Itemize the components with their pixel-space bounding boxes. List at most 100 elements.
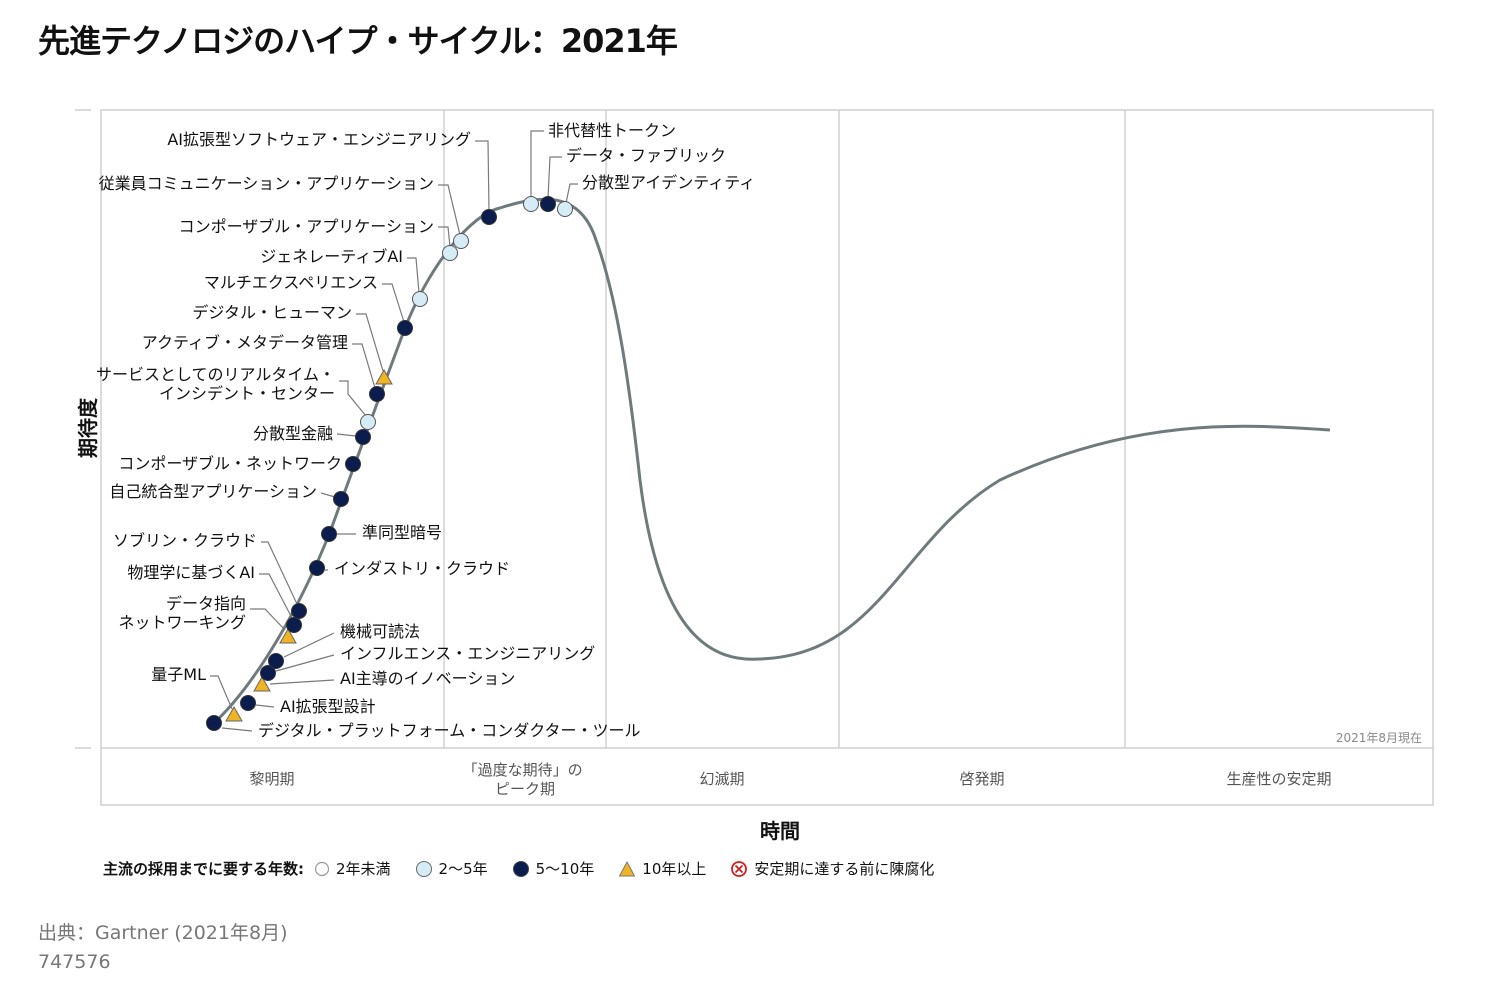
tech-marker-dark <box>268 653 284 669</box>
tech-label: アクティブ・メタデータ管理 <box>142 333 348 352</box>
tech-marker-dark <box>540 196 556 212</box>
leader-line <box>565 183 578 204</box>
technology-labels: デジタル・プラットフォーム・コンダクター・ツール 量子ML AI拡張型設計 AI主導の… <box>96 121 755 740</box>
tech-label: 物理学に基づくAI <box>127 563 255 582</box>
tech-label-line: 準同型暗号 <box>362 523 442 542</box>
tech-label-line: サービスとしてのリアルタイム・ <box>96 365 335 384</box>
tech-label: 非代替性トークン <box>548 121 676 140</box>
tech-marker-triangle <box>375 368 393 385</box>
tech-label: 準同型暗号 <box>362 523 442 542</box>
tech-label-line: 量子ML <box>151 665 206 684</box>
leader-line <box>356 313 384 372</box>
page-title: 先進テクノロジのハイプ・サイクル：2021年 <box>38 22 678 60</box>
tech-marker-dark <box>397 320 413 336</box>
legend-label: 5〜10年 <box>535 860 595 878</box>
leader-line <box>221 727 253 732</box>
phase-label-slope: 啓発期 <box>959 770 1004 788</box>
obsolete-x-icon <box>731 860 748 877</box>
tech-marker-triangle <box>279 627 297 644</box>
tech-label-line: コンポーザブル・アプリケーション <box>179 217 434 236</box>
y-axis-label: 期待度 <box>76 397 100 458</box>
light-circle-icon <box>415 860 432 877</box>
tech-label-line: インシデント・センター <box>159 384 335 403</box>
leader-line <box>320 492 336 498</box>
x-axis-label: 時間 <box>760 819 800 843</box>
leader-line <box>475 140 490 212</box>
tech-label-line: デジタル・プラットフォーム・コンダクター・ツール <box>258 721 641 740</box>
legend-label: 10年以上 <box>642 860 707 878</box>
legend-item-under-2y: 2年未満 <box>314 858 391 879</box>
tech-marker-dark <box>481 209 497 225</box>
tech-marker-dark <box>240 695 256 711</box>
tech-marker-light <box>442 245 458 261</box>
legend-item-obsolete: 安定期に達する前に陳腐化 <box>730 858 934 879</box>
leader-line <box>275 654 335 672</box>
tech-marker-dark <box>321 526 337 542</box>
tech-marker-triangle <box>225 705 243 722</box>
tech-label-line: 分散型アイデンティティ <box>582 173 755 192</box>
tech-label-line: デジタル・ヒューマン <box>192 303 352 322</box>
triangle-icon <box>618 860 636 876</box>
tech-label: インフルエンス・エンジニアリング <box>340 644 595 663</box>
tech-marker-light <box>523 196 539 212</box>
tech-label: 機械可読法 <box>340 622 420 641</box>
tech-label: ジェネレーティブAI <box>260 247 403 266</box>
hollow-circle-icon <box>314 861 330 876</box>
leader-line <box>352 343 376 389</box>
tech-marker-dark <box>291 603 307 619</box>
tech-label: 自己統合型アプリケーション <box>109 482 317 501</box>
tech-label: AI拡張型ソフトウェア・エンジニアリング <box>167 130 471 149</box>
tech-label-line: ネットワーキング <box>118 613 246 632</box>
tech-label: インダストリ・クラウド <box>334 559 510 578</box>
tech-label-line: ジェネレーティブAI <box>260 247 403 266</box>
legend-label: 安定期に達する前に陳腐化 <box>754 860 935 878</box>
tech-label-line: ソブリン・クラウド <box>113 531 257 550</box>
plot-frame <box>100 109 1434 806</box>
tech-label-line: 物理学に基づくAI <box>127 563 255 582</box>
leader-line <box>255 704 275 708</box>
tech-label: コンポーザブル・ネットワーク <box>118 454 342 473</box>
leader-line <box>259 573 293 619</box>
leader-line <box>382 283 405 323</box>
tech-label-line: マルチエクスペリエンス <box>204 273 378 292</box>
tech-label-line: アクティブ・メタデータ管理 <box>142 333 348 352</box>
tech-label-line: AI拡張型設計 <box>280 697 376 716</box>
tech-label: AI拡張型設計 <box>280 697 376 716</box>
as-of-note: 2021年8月現在 <box>1336 731 1422 745</box>
tech-marker-light <box>453 233 469 249</box>
legend-item-5-10y: 5〜10年 <box>512 858 595 879</box>
legend-label: 2〜5年 <box>438 860 488 878</box>
document-id: 747576 <box>38 951 111 973</box>
dark-circle-icon <box>512 860 529 877</box>
tech-label-line: 機械可読法 <box>340 622 420 641</box>
tech-label-line: 分散型金融 <box>253 424 333 443</box>
tech-label-line: 非代替性トークン <box>548 121 676 140</box>
tech-label-line: データ指向 <box>166 594 246 613</box>
tech-marker-dark <box>286 617 302 633</box>
leader-line <box>210 675 233 710</box>
leader-line <box>530 130 544 198</box>
phase-label-trough: 幻滅期 <box>699 770 744 788</box>
tech-marker-dark <box>206 715 222 731</box>
tech-label: 量子ML <box>151 665 206 684</box>
tech-label-line: AI主導のイノベーション <box>340 669 515 688</box>
tech-label-line: データ・ファブリック <box>566 146 726 165</box>
leader-line <box>438 226 451 248</box>
leader-line <box>407 257 420 294</box>
tech-marker-dark <box>345 456 361 472</box>
tech-marker-dark <box>355 429 371 445</box>
leader-line <box>547 156 562 199</box>
tech-label: デジタル・プラットフォーム・コンダクター・ツール <box>258 721 641 740</box>
tech-label: サービスとしてのリアルタイム・インシデント・センター <box>96 365 335 403</box>
tech-marker-light <box>412 291 428 307</box>
leader-line <box>269 679 335 685</box>
tech-label: AI主導のイノベーション <box>340 669 515 688</box>
tech-label: 分散型アイデンティティ <box>582 173 755 192</box>
phase-label-innovation: 黎明期 <box>249 770 294 788</box>
leader-line <box>438 184 461 236</box>
tech-label: 従業員コミュニケーション・アプリケーション <box>99 174 434 193</box>
legend-lead: 主流の採用までに要する年数: <box>103 860 304 878</box>
tech-label-line: 従業員コミュニケーション・アプリケーション <box>99 174 434 193</box>
tech-label-line: インダストリ・クラウド <box>334 559 510 578</box>
